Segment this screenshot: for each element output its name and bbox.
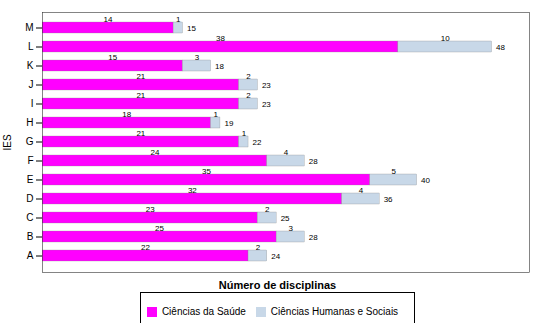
svg-text:C: C xyxy=(26,212,33,223)
svg-text:10: 10 xyxy=(441,34,450,43)
svg-text:E: E xyxy=(27,174,34,185)
svg-text:32: 32 xyxy=(188,186,197,195)
svg-text:3: 3 xyxy=(288,224,293,233)
svg-text:48: 48 xyxy=(496,43,505,52)
svg-text:23: 23 xyxy=(262,100,271,109)
svg-text:L: L xyxy=(28,41,34,52)
svg-text:18: 18 xyxy=(122,110,131,119)
svg-text:I: I xyxy=(31,98,34,109)
svg-text:D: D xyxy=(26,193,33,204)
svg-text:25: 25 xyxy=(155,224,164,233)
svg-text:J: J xyxy=(29,79,34,90)
svg-text:22: 22 xyxy=(141,243,150,252)
svg-text:24: 24 xyxy=(271,252,280,261)
svg-text:15: 15 xyxy=(187,24,196,33)
svg-text:25: 25 xyxy=(281,214,290,223)
html-text:Ciências da Saúde: Ciências da Saúde xyxy=(161,306,246,317)
svg-text:4: 4 xyxy=(359,186,364,195)
svg-text:M: M xyxy=(25,22,33,33)
svg-text:28: 28 xyxy=(309,233,318,242)
svg-text:19: 19 xyxy=(224,119,233,128)
svg-text:23: 23 xyxy=(262,81,271,90)
svg-text:A: A xyxy=(27,250,34,261)
svg-text:2: 2 xyxy=(256,243,261,252)
svg-text:F: F xyxy=(27,155,33,166)
html-text:Ciências Humanas e Sociais: Ciências Humanas e Sociais xyxy=(270,306,399,317)
svg-text:2: 2 xyxy=(246,72,251,81)
svg-text:B: B xyxy=(27,231,34,242)
svg-text:35: 35 xyxy=(202,167,211,176)
svg-text:3: 3 xyxy=(195,53,200,62)
svg-text:IES: IES xyxy=(2,134,13,150)
svg-text:24: 24 xyxy=(150,148,159,157)
html-text:Número de disciplinas: Número de disciplinas xyxy=(218,279,337,291)
svg-text:21: 21 xyxy=(136,91,145,100)
svg-text:2: 2 xyxy=(265,205,270,214)
svg-text:15: 15 xyxy=(108,53,117,62)
svg-text:1: 1 xyxy=(242,129,247,138)
svg-text:21: 21 xyxy=(136,129,145,138)
svg-text:H: H xyxy=(26,117,33,128)
svg-text:18: 18 xyxy=(215,62,224,71)
svg-text:1: 1 xyxy=(176,15,181,24)
svg-text:21: 21 xyxy=(136,72,145,81)
svg-text:G: G xyxy=(26,136,34,147)
svg-text:5: 5 xyxy=(391,167,396,176)
svg-text:40: 40 xyxy=(421,176,430,185)
svg-text:14: 14 xyxy=(104,15,113,24)
svg-text:38: 38 xyxy=(216,34,225,43)
svg-text:36: 36 xyxy=(384,195,393,204)
svg-text:23: 23 xyxy=(146,205,155,214)
svg-text:1: 1 xyxy=(214,110,219,119)
svg-text:K: K xyxy=(27,60,34,71)
svg-text:28: 28 xyxy=(309,157,318,166)
svg-text:2: 2 xyxy=(246,91,251,100)
svg-text:4: 4 xyxy=(284,148,289,157)
svg-text:22: 22 xyxy=(253,138,262,147)
